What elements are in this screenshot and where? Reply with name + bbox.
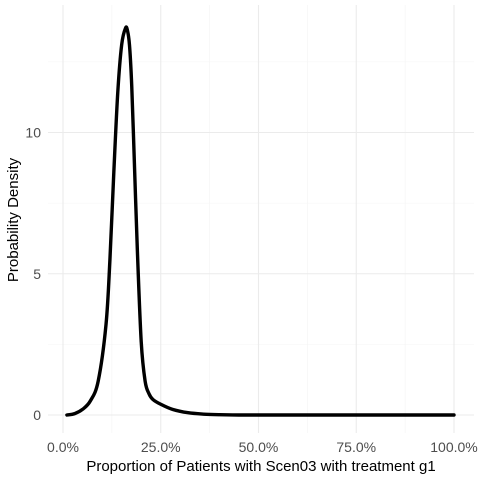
- y-axis-title: Probability Density: [5, 157, 22, 282]
- x-tick-label: 25.0%: [141, 439, 181, 455]
- density-series: [65, 25, 456, 417]
- y-tick-label: 0: [33, 407, 41, 423]
- x-tick-label: 50.0%: [239, 439, 279, 455]
- density-curve: [65, 25, 456, 417]
- x-tick-label: 75.0%: [336, 439, 376, 455]
- y-tick-label: 5: [33, 266, 41, 282]
- x-tick-label: 0.0%: [47, 439, 79, 455]
- x-axis-title: Proportion of Patients with Scen03 with …: [86, 458, 435, 475]
- x-tick-label: 100.0%: [430, 439, 477, 455]
- axis-ticks: 0.0% 25.0% 50.0% 75.0% 100.0% 0 5 10: [25, 125, 477, 456]
- y-tick-label: 10: [25, 125, 41, 141]
